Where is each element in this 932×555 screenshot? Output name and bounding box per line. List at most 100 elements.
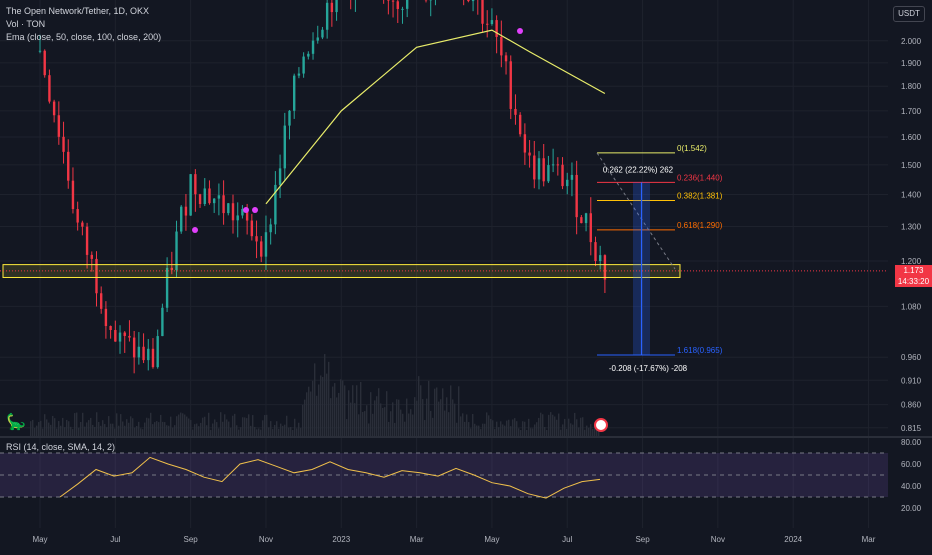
- volume-bar: [330, 398, 331, 436]
- fib-level-label: 0.382(1.381): [677, 191, 723, 200]
- rsi-legend: RSI (14, close, SMA, 14, 2): [6, 442, 115, 452]
- candle-body: [547, 165, 549, 181]
- candle-body: [124, 333, 126, 336]
- volume-bar: [532, 428, 533, 436]
- volume-bar: [90, 418, 91, 436]
- volume-bar: [296, 428, 297, 436]
- candle-body: [406, 0, 408, 9]
- volume-bar: [290, 427, 291, 436]
- candle-body: [227, 203, 229, 213]
- volume-bar: [468, 422, 469, 436]
- volume-bar: [338, 393, 339, 436]
- candle-body: [142, 347, 144, 360]
- volume-bar: [440, 399, 441, 436]
- price-axis-tick: 0.960: [901, 353, 922, 362]
- volume-bar: [526, 430, 527, 436]
- volume-bar: [216, 422, 217, 436]
- candle-body: [180, 207, 182, 232]
- event-flag-icon: [595, 419, 607, 431]
- candle-body: [260, 241, 262, 256]
- volume-bar: [270, 421, 271, 436]
- candle-body: [269, 224, 271, 232]
- candle-body: [590, 213, 592, 242]
- volume-bar: [444, 411, 445, 436]
- volume-bar: [498, 427, 499, 436]
- candle-body: [48, 75, 50, 101]
- volume-bar: [340, 379, 341, 436]
- fib-level-label: 1.618(0.965): [677, 346, 723, 355]
- volume-bar: [152, 424, 153, 436]
- volume-bar: [180, 413, 181, 436]
- volume-bar: [202, 418, 203, 436]
- candle-body: [387, 0, 389, 1]
- volume-bar: [172, 428, 173, 436]
- volume-bar: [576, 419, 577, 436]
- candle-body: [524, 134, 526, 152]
- volume-bar: [98, 422, 99, 436]
- candle-body: [204, 188, 206, 204]
- volume-bar: [486, 412, 487, 436]
- volume-bar: [164, 422, 165, 436]
- volume-bar: [322, 377, 323, 436]
- volume-bar: [302, 405, 303, 436]
- currency-button[interactable]: USDT: [893, 6, 925, 22]
- volume-bar: [508, 420, 509, 436]
- volume-bar: [48, 423, 49, 436]
- volume-bar: [548, 415, 549, 436]
- volume-bar: [288, 428, 289, 436]
- price-axis-tick: 0.910: [901, 376, 922, 385]
- volume-bar: [342, 381, 343, 436]
- volume-bar: [72, 429, 73, 436]
- volume-bar: [528, 419, 529, 436]
- candle-body: [331, 3, 333, 12]
- candle-body: [594, 242, 596, 261]
- volume-bar: [536, 422, 537, 436]
- volume-bar: [60, 426, 61, 436]
- volume-bar: [148, 418, 149, 436]
- volume-bar: [344, 385, 345, 436]
- volume-bar: [82, 413, 83, 436]
- candle-body: [100, 293, 102, 309]
- volume-bar: [334, 383, 335, 436]
- volume-bar: [512, 419, 513, 436]
- symbol-title: The Open Network/Tether, 1D, OKX: [6, 6, 149, 16]
- volume-bar: [320, 375, 321, 436]
- volume-bar: [220, 412, 221, 436]
- volume-bar: [562, 424, 563, 436]
- volume-bar: [206, 425, 207, 436]
- volume-bar: [358, 414, 359, 436]
- candle-body: [510, 61, 512, 109]
- volume-bar: [374, 400, 375, 436]
- candle-body: [91, 255, 93, 259]
- candle-body: [472, 0, 474, 1]
- volume-bar: [554, 416, 555, 436]
- volume-bar: [150, 413, 151, 436]
- volume-bar: [120, 414, 121, 436]
- candle-body: [67, 152, 69, 181]
- countdown-timer: 14:33:20: [895, 276, 932, 287]
- measure-down-label: -0.208 (-17.67%) -208: [609, 364, 688, 373]
- candle-body: [109, 326, 111, 330]
- volume-bar: [456, 423, 457, 436]
- candle-body: [189, 174, 191, 215]
- volume-bar: [62, 418, 63, 436]
- volume-bar: [310, 392, 311, 436]
- candle-body: [213, 199, 215, 204]
- volume-bar: [226, 419, 227, 436]
- volume-bar: [540, 413, 541, 436]
- volume-bar: [246, 418, 247, 436]
- volume-bar: [436, 387, 437, 436]
- volume-bar: [46, 419, 47, 436]
- candle-body: [44, 51, 46, 75]
- volume-bar: [454, 404, 455, 436]
- candle-body: [119, 333, 121, 342]
- volume-bar: [192, 430, 193, 436]
- volume-bar: [140, 428, 141, 436]
- ema-legend: Ema (close, 50, close, 100, close, 200): [6, 32, 161, 42]
- volume-bar: [248, 414, 249, 436]
- volume-bar: [304, 400, 305, 436]
- volume-bar: [160, 415, 161, 436]
- candle-body: [222, 195, 224, 213]
- volume-bar: [278, 429, 279, 436]
